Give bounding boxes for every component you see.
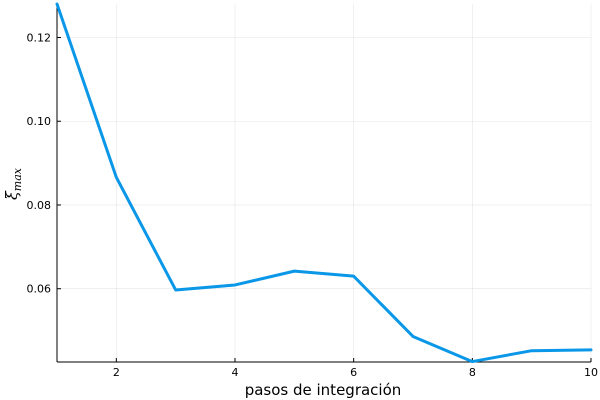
x-axis-title: pasos de integración xyxy=(245,381,402,399)
y-tick-label: 0.10 xyxy=(27,115,52,128)
x-tick-label: 10 xyxy=(584,366,598,379)
y-axis-title-sub: max xyxy=(11,167,24,191)
y-axis-title: ξmax xyxy=(2,167,24,200)
x-tick-label: 8 xyxy=(469,366,476,379)
x-tick-label: 6 xyxy=(350,366,357,379)
y-tick-label: 0.12 xyxy=(27,31,52,44)
ticks: 2 4 6 8 10 0.06 0.08 0.10 0.12 xyxy=(27,31,599,379)
axes xyxy=(56,4,591,363)
x-tick-label: 4 xyxy=(232,366,239,379)
series-layer xyxy=(55,2,593,364)
y-axis-title-main: ξ xyxy=(2,190,21,200)
y-tick-label: 0.08 xyxy=(27,199,52,212)
y-tick-label: 0.06 xyxy=(27,283,52,296)
grid-lines xyxy=(57,4,592,362)
x-tick-label: 2 xyxy=(113,366,120,379)
series-line xyxy=(55,2,593,364)
